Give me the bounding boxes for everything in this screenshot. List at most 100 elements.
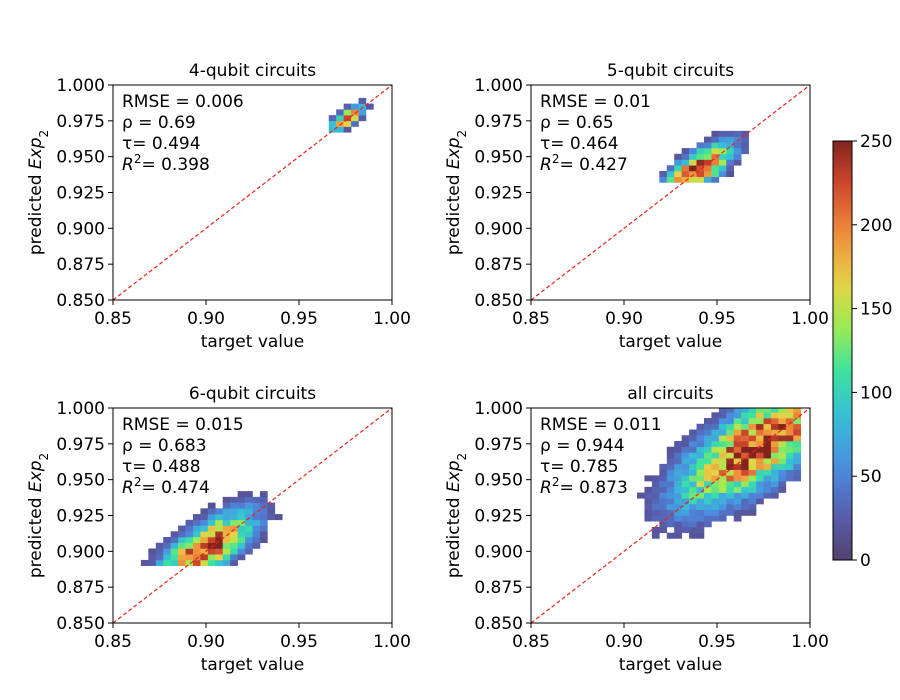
x-tick-label: 0.90 [187,632,225,652]
histogram-cell [696,148,705,155]
histogram-cell [718,440,727,447]
histogram-cell [703,148,712,155]
histogram-cell [711,458,720,465]
histogram-cell [222,496,231,503]
histogram-cell [711,171,720,178]
histogram-cell [155,548,164,555]
histogram-cell [711,136,720,143]
histogram-cell [718,136,727,143]
histogram-cell [718,475,727,482]
histogram-cell [178,531,186,538]
histogram-cell [245,496,253,503]
histogram-cell [726,412,735,419]
histogram-cell [770,492,779,499]
histogram-cell [681,452,690,459]
histogram-cell [215,531,224,538]
histogram-cell [748,412,757,419]
histogram-cell [178,542,186,549]
histogram-cell [689,446,697,453]
histogram-cell [358,115,367,122]
histogram-cell [770,458,779,465]
histogram-cell [733,142,742,149]
histogram-cell [778,423,787,430]
histogram-cell [252,496,261,503]
x-tick-label: 0.95 [280,632,318,652]
histogram-cell [343,109,352,116]
colorbar-tick-label: 150 [860,300,892,320]
histogram-cell [733,408,742,413]
histogram-cell [726,486,735,493]
y-tick-label: 1.000 [474,399,523,419]
histogram-cell [259,491,268,498]
histogram-cell [140,559,149,566]
histogram-cell [778,458,787,465]
histogram-cell [222,525,231,532]
histogram-cell [252,502,261,509]
histogram-cell [674,176,682,183]
histogram-cell [696,165,705,172]
histogram-cell [674,446,682,453]
histogram-cell [245,537,253,544]
histogram-cell [651,486,660,493]
histogram-cell [666,521,675,528]
histogram-cell [222,502,231,509]
histogram-cell [770,418,779,425]
histogram-cell [659,475,668,482]
histogram-cell [689,153,697,160]
histogram-cell [185,554,194,561]
x-axis-label: target value [619,655,723,675]
histogram-cell [756,463,764,470]
histogram-cell [245,542,253,549]
histogram-cell [222,542,231,549]
x-tick-label: 0.95 [698,632,736,652]
histogram-cell [230,554,238,561]
spearman-rho-stat: ρ = 0.69 [122,113,196,133]
histogram-cell [666,532,675,539]
histogram-cell [644,486,653,493]
histogram-cell [703,440,712,447]
r-squared-stat: R2= 0.427 [540,152,628,175]
histogram-cell [748,463,757,470]
histogram-cell [163,537,171,544]
histogram-cell [666,481,675,488]
histogram-cell [756,418,764,425]
histogram-cell [785,458,794,465]
histogram-cell [185,542,194,549]
identity-line [531,85,810,300]
histogram-cell [689,159,697,166]
histogram-cell [711,440,720,447]
r-squared-stat: R2= 0.398 [122,152,210,175]
histogram-cell [178,525,186,532]
histogram-cell [718,408,727,413]
histogram-cell [778,463,787,470]
histogram-cell [748,408,757,413]
histogram-cell [763,469,772,476]
histogram-cell [748,509,757,516]
r-squared-stat: R2= 0.474 [122,475,210,498]
histogram-cell [215,542,224,549]
histogram-cell [703,463,712,470]
histogram-cell [222,554,231,561]
identity-line [113,85,392,300]
histogram-cell [666,176,675,183]
histogram-cell [689,486,697,493]
x-tick-label: 1.00 [791,632,829,652]
y-tick-label: 0.900 [56,542,105,562]
histogram-cell [336,126,344,133]
histogram-cell [711,429,720,436]
histogram-cell [741,418,749,425]
histogram-cell [711,469,720,476]
histogram-cell [681,159,690,166]
histogram-cell [681,492,690,499]
histogram-cell [703,136,712,143]
histogram-cell [733,492,742,499]
histogram-cell [770,408,779,413]
histogram-cell [711,130,720,137]
histogram-cell [711,509,720,516]
histogram-cell [756,435,764,442]
histogram-cell [178,559,186,566]
histogram-cell [358,103,367,110]
rmse-stat: RMSE = 0.015 [122,415,244,435]
histogram-cell [215,519,224,526]
histogram-cell [696,504,705,511]
